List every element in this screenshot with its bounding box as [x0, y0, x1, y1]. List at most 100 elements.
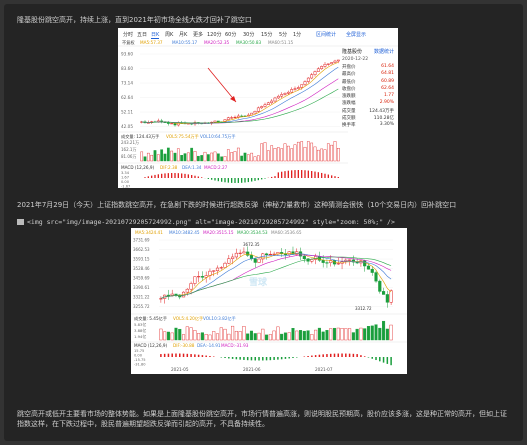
macd-bar: [307, 356, 309, 357]
volume-bar: [385, 328, 389, 341]
tab-0[interactable]: 分时: [123, 32, 134, 38]
x-tick-label: 2021-06: [243, 367, 261, 372]
volume-bar: [265, 334, 269, 341]
tab-7[interactable]: 60分: [225, 32, 237, 38]
ma-legend-item: MA30:50.83: [236, 40, 262, 45]
candle-body: [316, 68, 320, 72]
macd-bar: [257, 178, 259, 181]
macd-bar: [284, 357, 287, 359]
macd-bar: [314, 171, 316, 178]
volume-bar: [213, 151, 217, 162]
link-0[interactable]: 区间统计: [316, 32, 337, 38]
volume-bar: [316, 149, 320, 162]
candle-body: [257, 258, 261, 263]
volume-bar: [300, 141, 304, 162]
candle-body: [236, 115, 240, 118]
volume-bar: [215, 333, 220, 341]
macd-bar: [341, 353, 343, 357]
tab-9[interactable]: 15分: [261, 32, 273, 38]
macd-bar: [333, 353, 336, 357]
tab-6[interactable]: 120分: [207, 32, 222, 38]
volume-bar: [200, 332, 204, 341]
tab-8[interactable]: 30分: [243, 32, 255, 38]
macd-bar: [294, 170, 296, 178]
volume-bar: [333, 141, 337, 162]
volume-bar: [249, 330, 253, 341]
tab-2[interactable]: 日K: [151, 32, 160, 39]
volume-bar: [287, 332, 291, 341]
candle-body: [156, 120, 160, 123]
candle-body: [348, 259, 352, 261]
volume-bar: [330, 144, 334, 162]
macd-bar: [258, 357, 260, 361]
link-1[interactable]: 全屏显示: [346, 32, 367, 38]
volume-bar: [378, 327, 382, 341]
y-tick-label: 93.60: [121, 52, 133, 57]
y-tick-label: 3321.22: [133, 295, 150, 300]
ma-legend-item: MA30:3534.53: [237, 230, 268, 235]
macd-tick: 1.67: [121, 176, 129, 180]
candle-body: [303, 81, 307, 85]
candle-body: [256, 107, 260, 112]
macd-bar: [221, 178, 223, 182]
tab-5[interactable]: 更多: [193, 32, 204, 38]
volume-bar: [299, 330, 303, 341]
macd-bar: [280, 357, 283, 360]
volume-bar: [143, 156, 147, 162]
data-stats-link[interactable]: 数据统计: [373, 49, 394, 55]
high-annotation: 3672.35: [243, 242, 260, 247]
tab-10[interactable]: 5分: [279, 32, 288, 38]
info-row: 最高价 64.81: [342, 71, 394, 78]
volume-bar: [374, 324, 378, 341]
tab-3[interactable]: 周K: [165, 32, 174, 38]
macd-bar: [292, 357, 294, 358]
volume-bar: [153, 150, 157, 162]
macd-bar: [164, 173, 166, 178]
volume-bar: [220, 156, 224, 162]
macd-bar: [337, 353, 340, 357]
vol-legend: VOL5:4.20亿手: [173, 315, 203, 322]
info-value: 60.89: [381, 78, 394, 84]
macd-bar: [317, 172, 319, 178]
macd-legend: DIF:-30.88: [173, 343, 195, 348]
candle-body: [240, 115, 244, 117]
volume-bar: [310, 334, 314, 341]
macd-bar: [265, 357, 268, 361]
macd-bar: [371, 357, 373, 359]
candle-body: [264, 253, 269, 256]
heading-text: 隆基股份跳空高开，持续上涨，直到2021年初市场全线大跌才回补了跳空口: [17, 16, 252, 24]
macd-tick: 15.75: [134, 349, 144, 353]
volume-bar: [261, 328, 265, 341]
volume-bar: [233, 151, 237, 162]
volume-bar: [326, 143, 330, 162]
info-row: 收盘价 62.64: [342, 86, 394, 93]
volume-bar: [306, 330, 310, 341]
candle-body: [330, 62, 334, 65]
macd-bar: [254, 178, 256, 181]
volume-bar: [208, 334, 212, 341]
info-key: 换手率: [342, 123, 356, 129]
tab-11[interactable]: 1分: [293, 32, 302, 38]
info-value: 64.81: [381, 71, 394, 77]
adjust-label[interactable]: 不复权: [122, 40, 135, 45]
volume-bar: [176, 148, 180, 162]
macd-bar: [382, 357, 385, 363]
macd-bar: [174, 173, 176, 178]
ma-line: [141, 62, 339, 124]
volume-bar: [174, 327, 178, 341]
vol-tick: 162.1万: [121, 147, 136, 152]
volume-bar: [286, 145, 290, 162]
macd-bar: [154, 174, 156, 178]
info-row: 涨跌额 1.77: [342, 93, 394, 100]
info-key: 最低价: [342, 79, 356, 85]
tab-1[interactable]: 五日: [137, 32, 148, 38]
macd-bar: [269, 357, 272, 361]
candle-body: [238, 252, 242, 254]
volume-bar: [283, 143, 287, 162]
volume-bar: [340, 328, 344, 341]
macd-bar: [167, 173, 169, 178]
tab-4[interactable]: 月K: [179, 32, 188, 38]
candle-body: [363, 260, 367, 267]
macd-bar: [326, 354, 328, 357]
volume-bar: [197, 333, 201, 341]
